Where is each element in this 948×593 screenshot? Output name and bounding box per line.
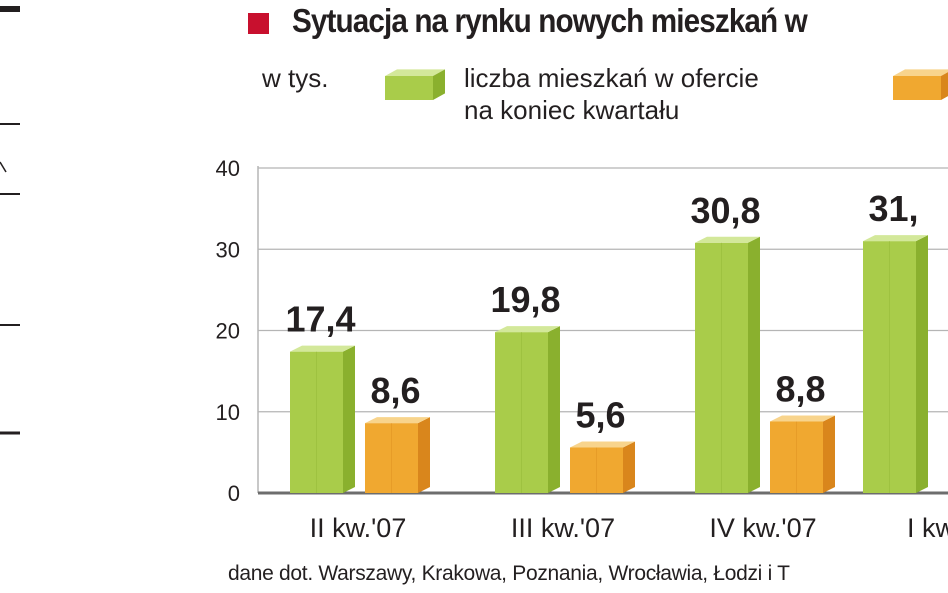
cropped-left-chart-fragment	[0, 6, 20, 435]
bar-green-top	[495, 326, 560, 333]
bar-green-top	[863, 235, 928, 242]
bar-orange-top	[770, 415, 835, 422]
legend-label-line-2: na koniec kwartału	[464, 95, 680, 125]
x-category-label: II kw.'07	[310, 513, 407, 543]
bar-green-side	[343, 345, 355, 493]
y-tick-label: 40	[216, 156, 240, 181]
bar-orange-side	[418, 417, 430, 493]
chart-title: Sytuacja na rynku nowych mieszkań w	[292, 2, 808, 39]
bar-green-top	[695, 236, 760, 243]
data-label: 17,4	[285, 299, 355, 340]
legend-swatch-green-top	[385, 69, 445, 76]
bar-orange-side	[623, 441, 635, 493]
bar-orange-front	[770, 421, 823, 493]
y-tick-label: 20	[216, 319, 240, 344]
x-category-label: I kw	[907, 513, 948, 543]
bar-orange-front	[570, 447, 623, 493]
data-label: 30,8	[690, 190, 760, 231]
x-category-label: III kw.'07	[511, 513, 615, 543]
bar-green-front	[290, 351, 343, 493]
data-label: 19,8	[490, 279, 560, 320]
bar-green-side	[916, 235, 928, 493]
bar-green-front	[695, 242, 748, 493]
legend-label-line-1: liczba mieszkań w ofercie	[464, 63, 759, 93]
bar-green-side	[548, 326, 560, 493]
bar-green-top	[290, 345, 355, 352]
title-square-icon	[248, 13, 269, 34]
bar-green-front	[495, 332, 548, 493]
y-tick-label: 0	[228, 481, 240, 506]
y-tick-label: 10	[216, 400, 240, 425]
legend-swatch-orange-top	[893, 69, 948, 76]
data-label: 8,8	[775, 369, 825, 410]
data-label: 5,6	[575, 395, 625, 436]
source-footnote: dane dot. Warszawy, Krakowa, Poznania, W…	[228, 562, 790, 585]
legend-swatch-orange-front	[893, 76, 941, 100]
legend-swatch-green-front	[385, 76, 433, 100]
bar-orange-top	[570, 441, 635, 448]
legend-swatch-green-side	[433, 69, 445, 100]
bar-orange-side	[823, 415, 835, 493]
unit-label: w tys.	[262, 63, 329, 93]
bar-orange-front	[365, 423, 418, 493]
legend-swatch-orange-side	[941, 72, 948, 100]
bar-green-front	[863, 241, 916, 493]
data-label: 31,	[868, 188, 918, 229]
x-category-label: IV kw.'07	[709, 513, 816, 543]
legend-label-series-1: liczba mieszkań w ofercie na koniec kwar…	[464, 62, 759, 126]
bar-green-side	[748, 236, 760, 493]
y-tick-label: 30	[216, 237, 240, 262]
data-label: 8,6	[370, 370, 420, 411]
bar-orange-top	[365, 417, 430, 424]
